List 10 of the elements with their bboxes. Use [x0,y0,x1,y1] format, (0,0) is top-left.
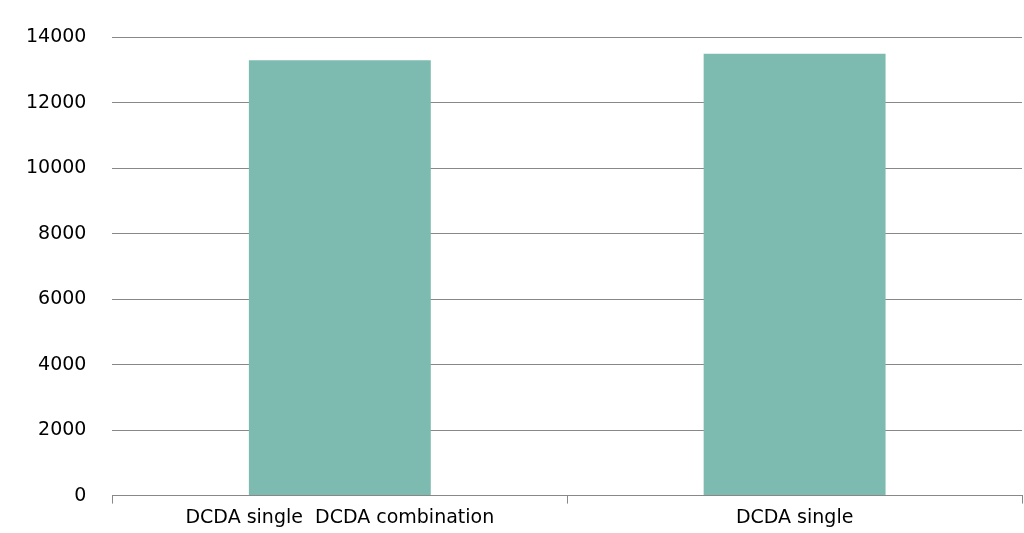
y-tick-label: 2000 [38,417,87,440]
x-tick-label: DCDA single [735,504,854,527]
y-tick-label: 12000 [25,89,87,112]
y-tick-label: 10000 [25,155,87,178]
y-tick-label: 14000 [25,24,87,47]
y-tick-label: 4000 [38,351,87,374]
y-tick-label: 0 [74,482,87,505]
y-tick-label: 8000 [38,220,87,243]
y-tick-label: 6000 [38,286,87,309]
x-tick-label: DCDA single DCDA combination [185,504,495,527]
